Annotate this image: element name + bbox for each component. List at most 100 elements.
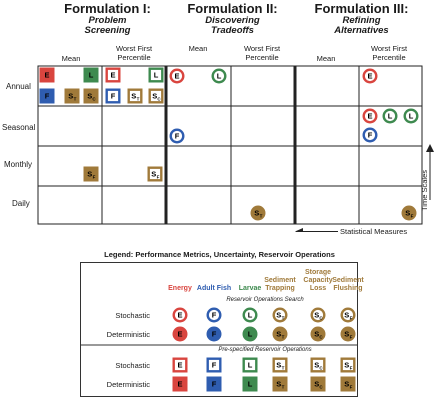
grid-markers: E LF S T S CE LF S T S CS F S FE LFS TEE L LFS F <box>39 67 419 221</box>
legend-header-line: Adult Fish <box>196 285 232 292</box>
svg-text:C: C <box>157 97 161 102</box>
svg-text:T: T <box>260 214 263 219</box>
legend-header-energy: Energy <box>158 285 202 293</box>
grid-marker-larvae-circle: L <box>403 108 419 124</box>
svg-text:S: S <box>405 209 410 218</box>
col-header-mean-f1: Mean <box>61 54 81 63</box>
legend-section-prespecified-label: Pre-specified Reservoir Operations <box>218 347 312 353</box>
legend-header-line: Capacity <box>303 277 333 284</box>
row-label-monthly: Monthly <box>4 160 33 169</box>
legend-box <box>80 262 358 397</box>
svg-text:F: F <box>111 92 116 101</box>
row-label-annual: Annual <box>6 82 31 91</box>
svg-text:L: L <box>217 72 222 81</box>
formulation-1-title: Formulation I: <box>64 1 151 16</box>
legend-header-line: Larvae <box>238 285 262 292</box>
svg-text:L: L <box>154 71 159 80</box>
svg-text:E: E <box>44 71 49 80</box>
statistical-measures-arrow <box>295 228 338 232</box>
legend-section-search-label: Reservoir Operations Search <box>226 297 304 303</box>
legend-header-sediment-trapping: Sediment Trapping <box>258 277 302 293</box>
legend-header-line: Flushing <box>333 285 363 292</box>
grid-lines <box>37 65 423 225</box>
legend-row-deterministic-search: Deterministic <box>106 330 150 339</box>
svg-text:F: F <box>175 132 180 141</box>
legend-header-line: Energy <box>168 285 192 292</box>
legend-row-stochastic-search: Stochastic <box>115 311 150 320</box>
svg-text:S: S <box>151 170 156 179</box>
grid-marker-energy-circle: E <box>362 108 378 124</box>
svg-text:S: S <box>87 170 92 179</box>
legend-header-line: Loss <box>309 285 327 292</box>
formulation-1-subtitle-line1: Problem <box>88 15 127 26</box>
svg-text:F: F <box>45 92 50 101</box>
grid-marker-fish-square: F <box>39 88 55 104</box>
svg-text:L: L <box>409 112 414 121</box>
legend-header-storage-capacity-loss: Storage Capacity Loss <box>296 269 340 293</box>
svg-text:E: E <box>110 71 115 80</box>
svg-text:E: E <box>367 112 372 121</box>
statistical-measures-label: Statistical Measures <box>340 227 408 236</box>
svg-text:F: F <box>157 175 160 180</box>
svg-text:F: F <box>411 214 414 219</box>
grid-marker-larvae-circle: L <box>382 108 398 124</box>
row-label-daily: Daily <box>12 199 30 208</box>
svg-text:S: S <box>152 92 157 101</box>
svg-text:S: S <box>131 92 136 101</box>
formulation-2-title: Formulation II: <box>187 1 278 16</box>
svg-text:S: S <box>68 92 73 101</box>
col-header-worst-f1-line2: Percentile <box>117 53 151 62</box>
legend-title: Legend: Performance Metrics, Uncertainty… <box>104 250 335 259</box>
grid-marker-fish-circle: F <box>362 127 378 143</box>
grid-marker-energy-circle: E <box>169 68 185 84</box>
svg-text:S: S <box>254 209 259 218</box>
legend-row-stochastic-prespecified: Stochastic <box>115 361 150 370</box>
legend-header-line: Trapping <box>265 285 295 292</box>
col-header-worst-f2-line2: Percentile <box>245 53 279 62</box>
formulation-grid: E LF S T S CE LF S T S CS F S FE LFS TEE L LFS F <box>37 65 434 232</box>
grid-marker-larvae-circle: L <box>211 68 227 84</box>
col-header-worst-f1-line1: Worst First <box>115 44 153 53</box>
legend-header-line: Sediment <box>332 277 364 284</box>
svg-text:T: T <box>137 97 140 102</box>
grid-marker-larvae-square: L <box>83 67 99 83</box>
legend-row-deterministic-prespecified: Deterministic <box>106 380 150 389</box>
time-scales-label: Time Scales <box>419 170 429 211</box>
col-header-worst-f3-line1: Worst First <box>370 44 408 53</box>
formulation-3-subtitle-line2: Alternatives <box>334 25 389 36</box>
grid-marker-larvae-square: L <box>148 67 164 83</box>
row-label-seasonal: Seasonal <box>2 123 36 132</box>
formulation-2-subtitle-line2: Tradeoffs <box>211 25 254 36</box>
legend-header-adult-fish: Adult Fish <box>192 285 236 293</box>
svg-text:F: F <box>368 131 373 140</box>
formulation-1-subtitle-line2: Screening <box>84 25 131 36</box>
grid-marker-energy-circle: E <box>362 68 378 84</box>
formulation-2-subtitle-line1: Discovering <box>205 15 260 26</box>
grid-marker-energy-square: E <box>39 67 55 83</box>
grid-marker-fish-square: F <box>105 88 121 104</box>
svg-text:L: L <box>388 112 393 121</box>
svg-text:T: T <box>74 97 77 102</box>
legend-header-line: Sediment <box>264 277 296 284</box>
svg-text:E: E <box>367 72 372 81</box>
formulation-3-subtitle-line1: Refining <box>342 15 381 26</box>
grid-marker-fish-circle: F <box>169 128 185 144</box>
legend-header-line: Storage <box>304 269 332 276</box>
svg-text:C: C <box>92 97 96 102</box>
svg-text:F: F <box>93 175 96 180</box>
col-header-mean-f2: Mean <box>188 44 208 53</box>
svg-text:S: S <box>87 92 92 101</box>
time-scales-arrow <box>426 144 434 200</box>
grid-marker-energy-square: E <box>105 67 121 83</box>
grid-border <box>37 65 423 225</box>
svg-text:L: L <box>89 71 94 80</box>
col-header-worst-f2-line1: Worst First <box>243 44 281 53</box>
legend-header-larvae: Larvae <box>228 285 272 293</box>
